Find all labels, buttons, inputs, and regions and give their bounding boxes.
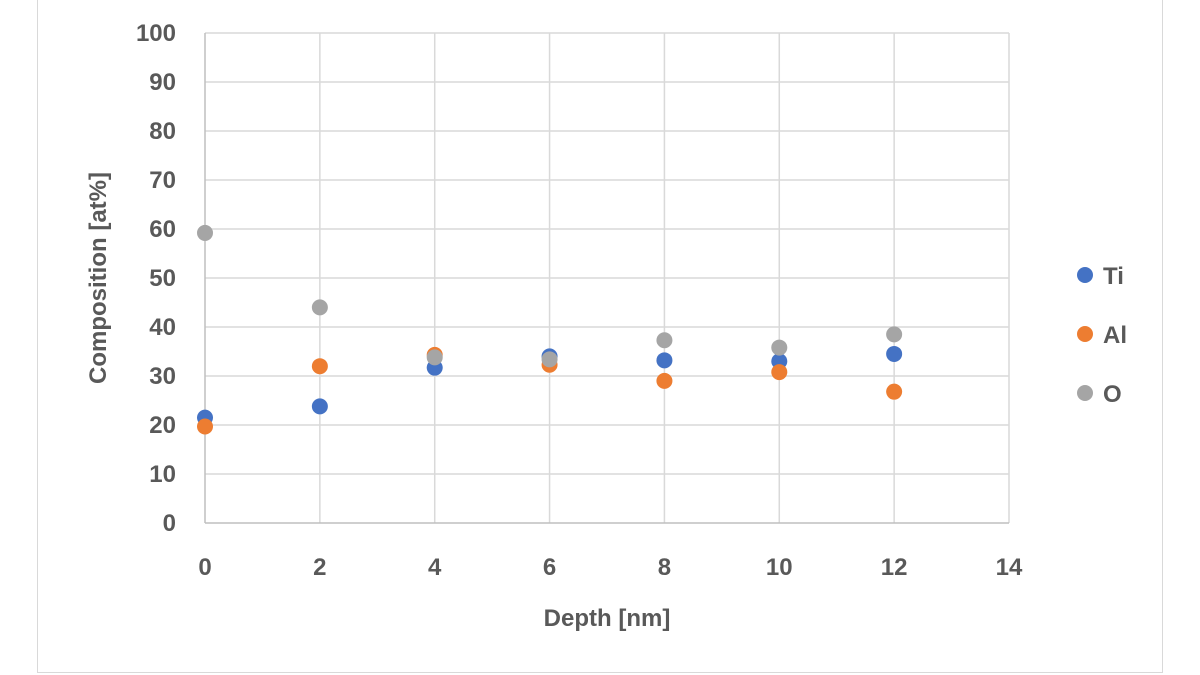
x-tick-label: 12 xyxy=(881,554,908,581)
y-tick-label: 0 xyxy=(163,510,176,537)
chart-frame xyxy=(37,0,1163,673)
x-tick-label: 2 xyxy=(313,554,326,581)
y-tick-label: 100 xyxy=(136,20,176,47)
x-tick-label: 14 xyxy=(996,554,1023,581)
x-tick-label: 6 xyxy=(543,554,556,581)
data-point-al: Al (2, 32) xyxy=(311,358,328,375)
data-point-al: Al (10, 30.8) xyxy=(771,364,788,381)
x-tick-label: 0 xyxy=(198,554,211,581)
y-tick-label: 50 xyxy=(149,265,176,292)
axes xyxy=(204,33,1009,524)
y-tick-label: 60 xyxy=(149,216,176,243)
legend-marker-ti xyxy=(1077,267,1093,283)
data-point-o: O (0, 59.2) xyxy=(197,224,213,241)
data-point-al: Al (8, 29) xyxy=(656,372,673,389)
data-point-ti: Ti (2, 23.8) xyxy=(311,398,328,415)
data-point-al: Al (0, 19.7) xyxy=(197,418,213,435)
legend-label-o: O xyxy=(1103,381,1122,408)
y-tick-labels: 0 10 20 30 40 50 60 70 80 90 100 xyxy=(136,20,176,537)
x-axis-title: Depth [nm] xyxy=(544,605,671,632)
y-tick-label: 70 xyxy=(149,167,176,194)
data-point-o: O (2, 44) xyxy=(311,299,328,316)
y-tick-label: 40 xyxy=(149,314,176,341)
data-point-o: O (12, 38.5) xyxy=(886,326,903,343)
x-tick-label: 10 xyxy=(766,554,793,581)
y-axis-title: Composition [at%] xyxy=(85,172,112,384)
grid-lines xyxy=(205,32,1010,523)
x-tick-label: 8 xyxy=(658,554,671,581)
data-point-ti: Ti (8, 33.2) xyxy=(656,352,673,369)
y-tick-label: 80 xyxy=(149,118,176,145)
y-tick-label: 10 xyxy=(149,461,176,488)
x-tick-labels: 0 2 4 6 8 10 12 14 xyxy=(198,554,1023,581)
data-point-o: O (4, 33.8) xyxy=(426,349,443,366)
data-point-o: O (10, 35.8) xyxy=(771,339,788,356)
data-point-o: O (8, 37.3) xyxy=(656,332,673,349)
y-tick-label: 20 xyxy=(149,412,176,439)
x-tick-label: 4 xyxy=(428,554,442,581)
data-point-al: Al (12, 26.8) xyxy=(886,383,903,400)
legend-label-ti: Ti xyxy=(1103,263,1124,290)
legend-label-al: Al xyxy=(1103,322,1127,349)
legend-marker-o xyxy=(1077,385,1093,401)
y-tick-label: 30 xyxy=(149,363,176,390)
data-point-o: O (6, 33.4) xyxy=(541,351,558,368)
y-tick-label: 90 xyxy=(149,69,176,96)
data-point-ti: Ti (12, 34.5) xyxy=(886,345,903,362)
legend: Ti Al O xyxy=(1077,263,1127,408)
legend-marker-al xyxy=(1077,326,1093,342)
data-points: Ti (0, 21.5)Ti (2, 23.8)Ti (4, 31.7)Ti (… xyxy=(197,224,903,435)
